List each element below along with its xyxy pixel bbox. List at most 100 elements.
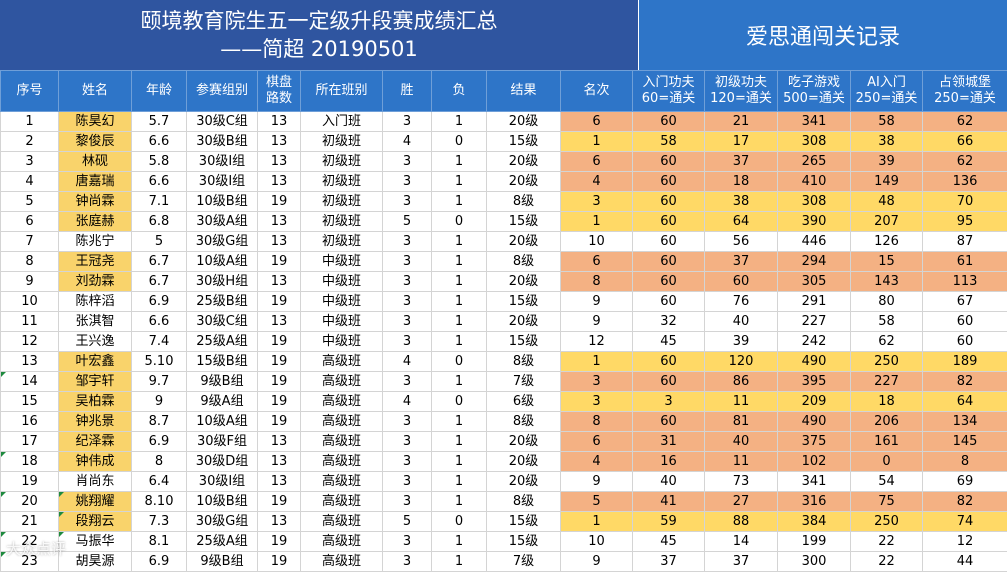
table-cell[interactable]: 410 [778, 172, 851, 192]
table-cell[interactable]: 高级班 [301, 352, 383, 372]
table-cell[interactable]: 81 [705, 412, 778, 432]
table-cell[interactable]: 37 [705, 252, 778, 272]
table-cell[interactable]: 134 [923, 412, 1007, 432]
table-cell[interactable]: 19 [258, 552, 301, 572]
table-cell[interactable]: 13 [258, 512, 301, 532]
table-cell[interactable]: 5 [383, 512, 432, 532]
table-cell[interactable]: 1 [432, 472, 487, 492]
table-cell[interactable]: 9.7 [132, 372, 187, 392]
table-cell[interactable]: 15级 [487, 292, 561, 312]
table-cell[interactable]: 9级B组 [187, 552, 258, 572]
table-cell[interactable]: 19 [258, 392, 301, 412]
table-cell[interactable]: 9 [561, 312, 633, 332]
table-cell[interactable]: 20级 [487, 112, 561, 132]
table-cell[interactable]: 高级班 [301, 552, 383, 572]
table-cell[interactable]: 吴柏霖 [59, 392, 132, 412]
table-cell[interactable]: 3 [561, 192, 633, 212]
table-cell[interactable]: 15级 [487, 212, 561, 232]
table-cell[interactable]: 8.10 [132, 492, 187, 512]
table-cell[interactable]: 3 [383, 292, 432, 312]
table-cell[interactable]: 291 [778, 292, 851, 312]
table-cell[interactable]: 初级班 [301, 132, 383, 152]
table-cell[interactable]: 0 [432, 212, 487, 232]
table-cell[interactable]: 19 [258, 252, 301, 272]
table-cell[interactable]: 490 [778, 412, 851, 432]
table-cell[interactable]: 3 [383, 412, 432, 432]
table-cell[interactable]: 19 [258, 292, 301, 312]
table-cell[interactable]: 87 [923, 232, 1007, 252]
table-cell[interactable]: 1 [432, 312, 487, 332]
table-cell[interactable]: 136 [923, 172, 1007, 192]
table-cell[interactable]: 黎俊辰 [59, 132, 132, 152]
table-cell[interactable]: 6.6 [132, 172, 187, 192]
table-cell[interactable]: 60 [633, 252, 705, 272]
table-cell[interactable]: 1 [561, 212, 633, 232]
table-cell[interactable]: 张淇智 [59, 312, 132, 332]
table-cell[interactable]: 48 [851, 192, 923, 212]
table-cell[interactable]: 高级班 [301, 432, 383, 452]
table-cell[interactable]: 4 [561, 452, 633, 472]
table-cell[interactable]: 54 [851, 472, 923, 492]
table-cell[interactable]: 31 [633, 432, 705, 452]
table-cell[interactable]: 21 [705, 112, 778, 132]
table-cell[interactable]: 19 [1, 472, 59, 492]
table-cell[interactable]: 62 [923, 112, 1007, 132]
table-cell[interactable]: 12 [1, 332, 59, 352]
table-cell[interactable]: 马振华 [59, 532, 132, 552]
table-cell[interactable]: 20 [1, 492, 59, 512]
table-cell[interactable]: 高级班 [301, 472, 383, 492]
table-cell[interactable]: 唐嘉瑞 [59, 172, 132, 192]
table-cell[interactable]: 10 [561, 532, 633, 552]
table-cell[interactable]: 60 [923, 312, 1007, 332]
table-cell[interactable]: 6 [561, 252, 633, 272]
table-cell[interactable]: 3 [383, 112, 432, 132]
column-header[interactable]: 姓名 [59, 71, 132, 112]
table-cell[interactable]: 17 [1, 432, 59, 452]
table-cell[interactable]: 10级A组 [187, 252, 258, 272]
table-cell[interactable]: 0 [851, 452, 923, 472]
table-cell[interactable]: 113 [923, 272, 1007, 292]
table-cell[interactable]: 20级 [487, 312, 561, 332]
table-cell[interactable]: 8 [1, 252, 59, 272]
table-cell[interactable]: 265 [778, 152, 851, 172]
table-cell[interactable]: 308 [778, 192, 851, 212]
table-cell[interactable]: 3 [383, 312, 432, 332]
table-cell[interactable]: 3 [383, 372, 432, 392]
table-cell[interactable]: 8.7 [132, 412, 187, 432]
table-cell[interactable]: 300 [778, 552, 851, 572]
table-cell[interactable]: 6.9 [132, 292, 187, 312]
table-cell[interactable]: 70 [923, 192, 1007, 212]
table-cell[interactable]: 37 [705, 152, 778, 172]
table-cell[interactable]: 0 [432, 392, 487, 412]
table-cell[interactable]: 6.4 [132, 472, 187, 492]
table-cell[interactable]: 13 [258, 232, 301, 252]
table-cell[interactable]: 209 [778, 392, 851, 412]
table-cell[interactable]: 1 [432, 532, 487, 552]
table-cell[interactable]: 13 [258, 112, 301, 132]
table-cell[interactable]: 76 [705, 292, 778, 312]
table-cell[interactable]: 56 [705, 232, 778, 252]
table-cell[interactable]: 13 [258, 312, 301, 332]
column-header[interactable]: 名次 [561, 71, 633, 112]
table-cell[interactable]: 8.1 [132, 532, 187, 552]
table-cell[interactable]: 3 [383, 332, 432, 352]
table-cell[interactable]: 30级I组 [187, 472, 258, 492]
table-cell[interactable]: 11 [1, 312, 59, 332]
table-cell[interactable]: 中级班 [301, 272, 383, 292]
table-cell[interactable]: 19 [258, 492, 301, 512]
column-header[interactable]: 结果 [487, 71, 561, 112]
table-cell[interactable]: 227 [778, 312, 851, 332]
table-cell[interactable]: 陈梓滔 [59, 292, 132, 312]
table-cell[interactable]: 6.6 [132, 132, 187, 152]
table-cell[interactable]: 王冠尧 [59, 252, 132, 272]
table-cell[interactable]: 1 [561, 512, 633, 532]
table-cell[interactable]: 62 [851, 332, 923, 352]
table-cell[interactable]: 6.7 [132, 252, 187, 272]
table-cell[interactable]: 30级C组 [187, 312, 258, 332]
table-cell[interactable]: 8 [561, 412, 633, 432]
table-cell[interactable]: 1 [432, 332, 487, 352]
table-cell[interactable]: 1 [432, 552, 487, 572]
